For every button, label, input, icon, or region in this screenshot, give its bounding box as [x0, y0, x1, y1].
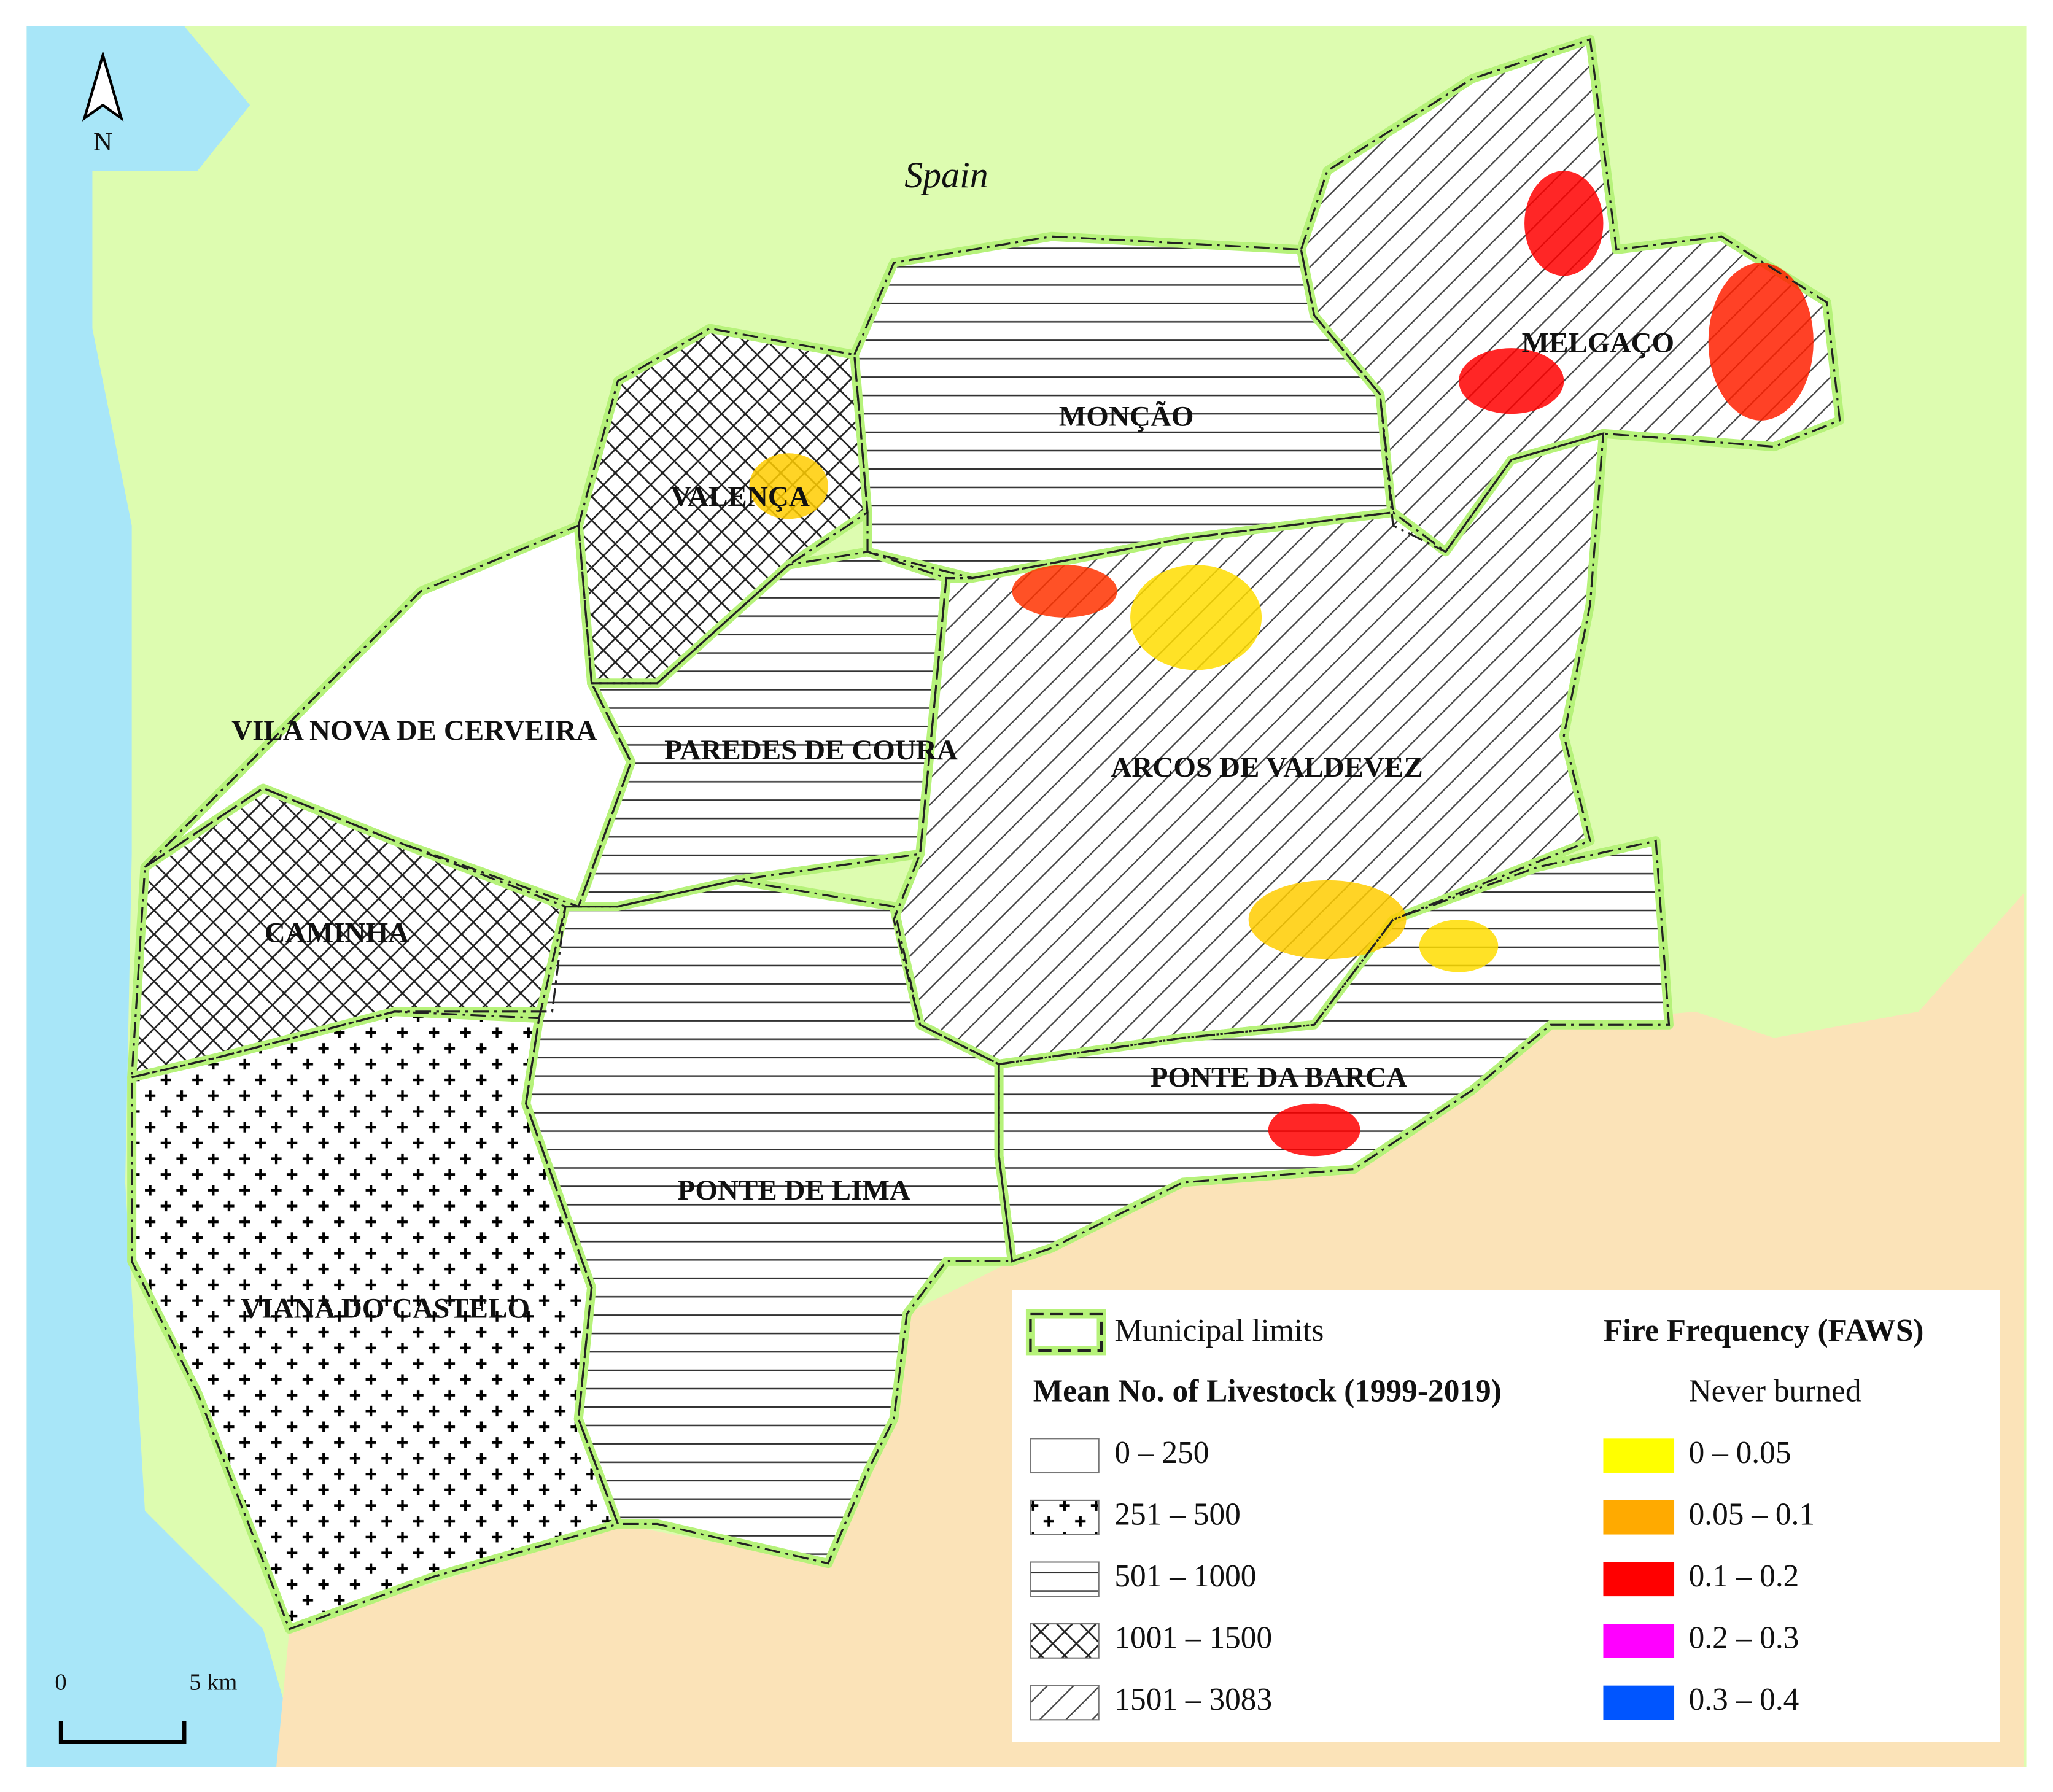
legend-label: 0.3 – 0.4: [1689, 1682, 1799, 1717]
fire-area: [1524, 171, 1604, 276]
legend-swatch: [1030, 1438, 1100, 1474]
sea: [26, 26, 303, 1767]
scale-end: 5 km: [189, 1669, 237, 1695]
legend-label: 0 – 0.05: [1689, 1435, 1791, 1470]
legend-swatch: [1603, 1562, 1675, 1597]
municipality-label: PONTE DA BARCA: [1151, 1061, 1408, 1093]
municipal-boundary: [1300, 38, 1841, 553]
legend-swatch: [1030, 1623, 1100, 1659]
legend-livestock-title: Mean No. of Livestock (1999-2019): [1033, 1373, 1502, 1408]
municipal-boundary: [998, 839, 1671, 1263]
scale-line: [58, 1721, 187, 1744]
legend-label: 251 – 500: [1114, 1497, 1240, 1532]
legend-boundary: Municipal limits: [1114, 1313, 1324, 1348]
municipality-label: ARCOS DE VALDEVEZ: [1111, 751, 1422, 783]
legend-label: 501 – 1000: [1114, 1559, 1256, 1594]
scale-start: 0: [55, 1669, 66, 1695]
legend-swatch: [1603, 1500, 1675, 1535]
legend-label: 1001 – 1500: [1114, 1621, 1272, 1656]
municipal-boundary: [576, 551, 948, 908]
fire-area: [1419, 920, 1499, 972]
municipalities: [127, 34, 1845, 1634]
legend-swatch: [1030, 1685, 1100, 1721]
scale-bar: 0 5 km: [55, 1669, 237, 1744]
municipality-label: VIANA DO CASTELO: [241, 1293, 530, 1325]
legend: Municipal limits Mean No. of Livestock (…: [1012, 1290, 2000, 1742]
legend-fire-title: Fire Frequency (FAWS): [1603, 1313, 1923, 1348]
municipality-label: PONTE DE LIMA: [678, 1174, 910, 1206]
municipal-boundary: [853, 235, 1394, 580]
municipality-label: MONÇÃO: [1059, 400, 1194, 432]
municipal-boundary: [893, 432, 1605, 1066]
municipality-label: MELGAÇO: [1522, 327, 1674, 359]
legend-label: 0.1 – 0.2: [1689, 1559, 1799, 1594]
municipal-boundary: [130, 787, 567, 1079]
fire-area: [749, 453, 828, 519]
legend-boundary-swatch: [1025, 1309, 1106, 1356]
legend-label: 0.05 – 0.1: [1689, 1497, 1815, 1532]
municipality-label: CAMINHA: [265, 917, 409, 948]
fire-area: [1708, 263, 1814, 421]
municipality-label: VALENÇA: [670, 481, 810, 513]
country-label: Spain: [904, 155, 988, 195]
north-label: N: [93, 128, 112, 157]
legend-label: 0 – 250: [1114, 1435, 1209, 1470]
legend-swatch: [1030, 1499, 1100, 1535]
legend-swatch: [1603, 1438, 1675, 1473]
fire-area: [1248, 880, 1407, 960]
fire-area: [1012, 565, 1117, 618]
fire-area: [1268, 1103, 1360, 1157]
legend-swatch: [1603, 1685, 1675, 1720]
legend-never-burned: Never burned: [1689, 1373, 1861, 1408]
municipality-labels: MELGAÇO MONÇÃO VALENÇA VILA NOVA DE CERVEIR…: [231, 327, 1674, 1325]
north-arrow-shape: [82, 50, 124, 122]
legend-label: 0.2 – 0.3: [1689, 1621, 1799, 1656]
municipality-label: PAREDES DE COURA: [664, 734, 958, 766]
legend-label: 1501 – 3083: [1114, 1682, 1272, 1717]
municipal-boundary: [144, 524, 632, 908]
fire-areas: [749, 171, 1814, 1157]
legend-swatch: [1603, 1624, 1675, 1658]
fire-area: [1130, 565, 1262, 670]
north-arrow: N: [82, 50, 124, 157]
legend-swatch: [1030, 1561, 1100, 1597]
fire-area: [1459, 348, 1564, 414]
municipality-label: VILA NOVA DE CERVEIRA: [231, 715, 597, 747]
municipal-boundary: [525, 879, 1014, 1565]
legend-boundary-dash: [1029, 1312, 1103, 1352]
legend-box: [1012, 1290, 2000, 1742]
